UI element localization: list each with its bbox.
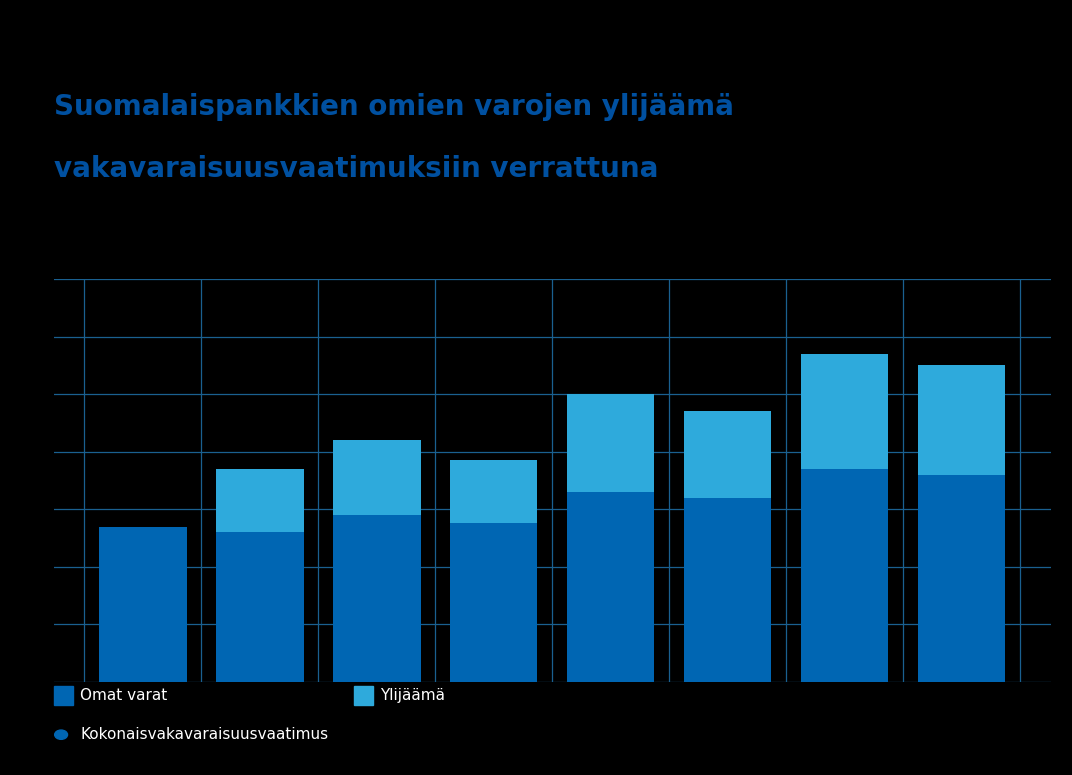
Text: Suomalaispankkien omien varojen ylijäämä: Suomalaispankkien omien varojen ylijäämä bbox=[54, 93, 733, 121]
Text: Ylijäämä: Ylijäämä bbox=[381, 688, 446, 704]
Bar bbox=[684, 412, 772, 498]
Bar bbox=[567, 394, 654, 492]
Text: Kokonaisvakavaraisuusvaatimus: Kokonaisvakavaraisuusvaatimus bbox=[80, 727, 328, 742]
Bar bbox=[450, 460, 537, 523]
Bar bbox=[567, 492, 654, 682]
Bar bbox=[684, 498, 772, 682]
Bar bbox=[215, 469, 303, 532]
Bar bbox=[332, 515, 420, 682]
Bar bbox=[918, 365, 1006, 475]
Text: vakavaraisuusvaatimuksiin verrattuna: vakavaraisuusvaatimuksiin verrattuna bbox=[54, 155, 658, 183]
Text: Omat varat: Omat varat bbox=[80, 688, 167, 704]
Bar bbox=[450, 523, 537, 682]
Bar bbox=[332, 440, 420, 515]
Bar bbox=[918, 475, 1006, 682]
Bar bbox=[99, 526, 187, 682]
Bar bbox=[801, 354, 889, 469]
Bar bbox=[215, 532, 303, 682]
Bar bbox=[801, 469, 889, 682]
